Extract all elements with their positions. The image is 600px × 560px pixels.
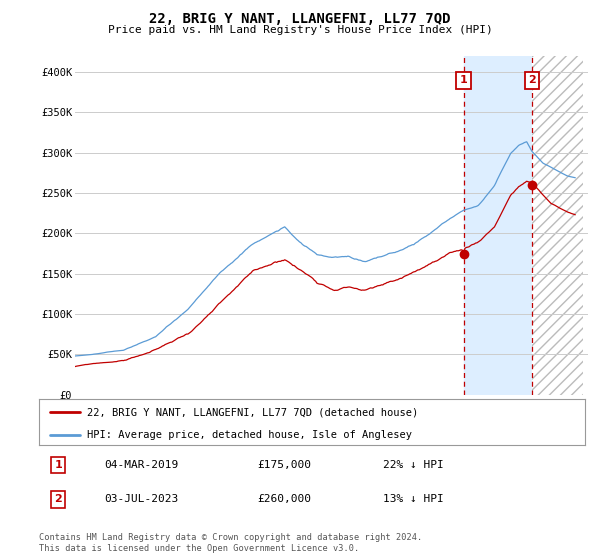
Text: 22, BRIG Y NANT, LLANGEFNI, LL77 7QD (detached house): 22, BRIG Y NANT, LLANGEFNI, LL77 7QD (de… — [87, 407, 418, 417]
Text: 03-JUL-2023: 03-JUL-2023 — [104, 494, 179, 505]
Text: 1: 1 — [54, 460, 62, 470]
Text: 13% ↓ HPI: 13% ↓ HPI — [383, 494, 444, 505]
Text: 2: 2 — [528, 75, 536, 85]
Bar — [464, 56, 532, 395]
Text: 22, BRIG Y NANT, LLANGEFNI, LL77 7QD: 22, BRIG Y NANT, LLANGEFNI, LL77 7QD — [149, 12, 451, 26]
Text: Price paid vs. HM Land Registry's House Price Index (HPI): Price paid vs. HM Land Registry's House … — [107, 25, 493, 35]
Bar — [532, 56, 583, 395]
Text: £175,000: £175,000 — [257, 460, 311, 470]
Text: 1: 1 — [460, 75, 467, 85]
Text: £260,000: £260,000 — [257, 494, 311, 505]
Bar — [532, 56, 583, 395]
Text: Contains HM Land Registry data © Crown copyright and database right 2024.
This d: Contains HM Land Registry data © Crown c… — [39, 533, 422, 553]
Text: 04-MAR-2019: 04-MAR-2019 — [104, 460, 179, 470]
Text: 22% ↓ HPI: 22% ↓ HPI — [383, 460, 444, 470]
Text: HPI: Average price, detached house, Isle of Anglesey: HPI: Average price, detached house, Isle… — [87, 430, 412, 440]
Text: 2: 2 — [54, 494, 62, 505]
